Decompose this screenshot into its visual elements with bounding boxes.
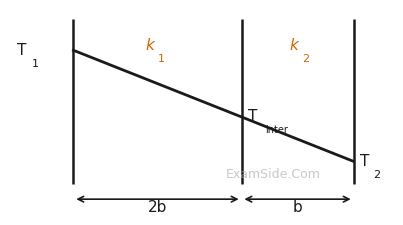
- Text: 1: 1: [158, 54, 165, 64]
- Text: 2: 2: [373, 170, 380, 180]
- Text: 2: 2: [302, 54, 309, 64]
- Text: 1: 1: [32, 58, 39, 69]
- Text: ExamSide.Com: ExamSide.Com: [226, 168, 321, 181]
- Text: k: k: [289, 38, 298, 53]
- Text: k: k: [145, 38, 154, 53]
- Text: T: T: [359, 154, 369, 169]
- Text: inter: inter: [266, 125, 289, 135]
- Text: T: T: [247, 109, 257, 124]
- Text: 2b: 2b: [148, 200, 167, 215]
- Text: b: b: [293, 200, 302, 215]
- Text: T: T: [17, 43, 26, 58]
